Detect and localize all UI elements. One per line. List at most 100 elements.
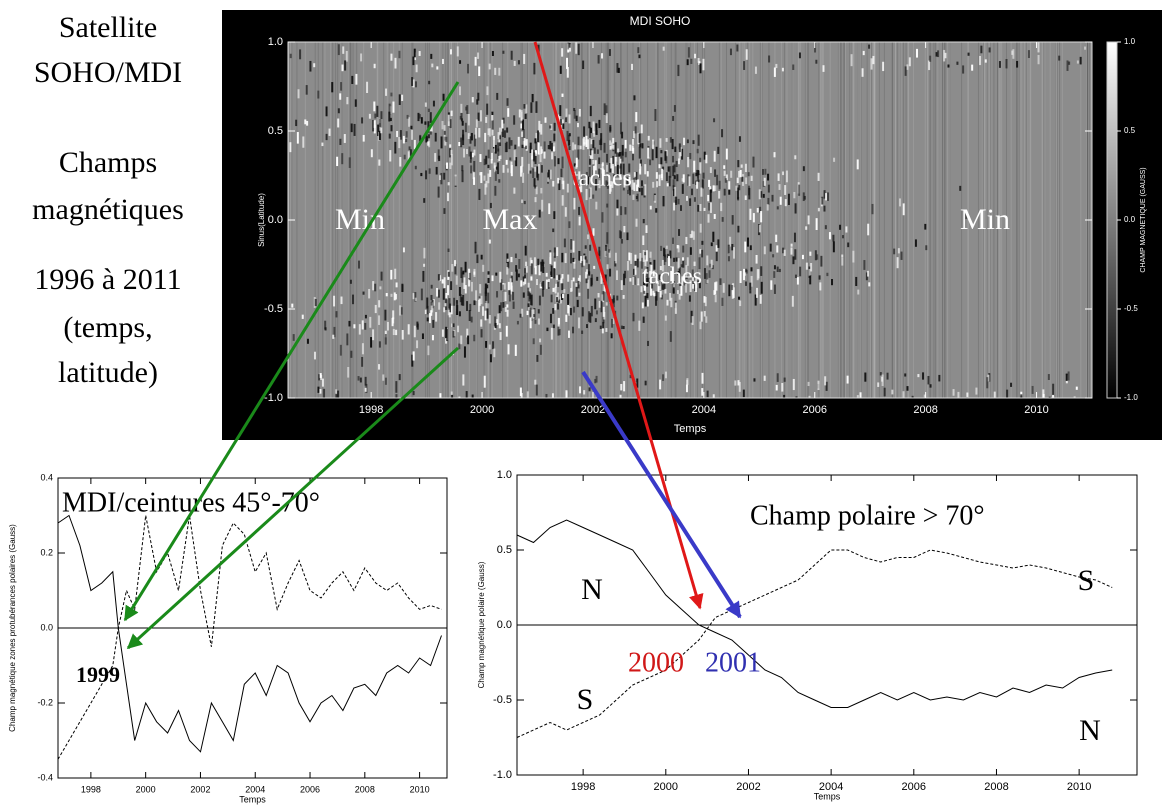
texture-streak [487,42,489,398]
texture-speck [760,191,763,198]
texture-speck [771,194,774,202]
texture-speck [305,85,308,95]
texture-speck [696,181,699,189]
texture-speck [787,193,790,205]
texture-speck [573,260,576,269]
texture-speck [589,105,592,117]
texture-speck [699,63,702,74]
texture-speck [783,377,786,382]
texture-speck [538,318,541,325]
texture-speck [738,296,741,300]
texture-speck [439,275,442,282]
texture-speck [952,389,955,396]
texture-speck [556,247,559,257]
texture-speck [476,254,479,264]
y-tick-label: 0.5 [497,544,512,556]
texture-speck [793,232,796,243]
texture-streak [322,42,324,398]
texture-speck [649,159,652,166]
texture-speck [865,272,868,281]
texture-speck [1011,50,1014,55]
texture-speck [639,143,642,148]
texture-streak [822,42,824,398]
texture-streak [554,42,556,398]
texture-speck [706,390,709,398]
texture-streak [933,42,935,398]
texture-speck [927,375,930,385]
texture-speck [729,236,732,247]
texture-speck [805,262,808,270]
texture-speck [557,281,560,287]
texture-speck [550,271,553,276]
texture-streak [786,42,788,398]
texture-speck [553,261,556,269]
texture-speck [716,174,719,186]
texture-speck [731,284,734,291]
texture-speck [413,325,416,338]
texture-speck [777,173,780,181]
texture-speck [725,174,728,181]
texture-speck [436,287,439,297]
texture-speck [507,281,510,291]
texture-speck [694,53,697,59]
texture-speck [336,156,339,167]
side-text: (temps, [63,311,152,344]
texture-speck [639,252,642,262]
texture-speck [581,330,584,334]
texture-speck [612,318,615,324]
texture-speck [530,276,533,281]
texture-speck [388,103,391,115]
texture-speck [773,265,776,270]
texture-speck [423,198,426,203]
texture-speck [794,203,797,214]
texture-speck [478,127,481,138]
texture-speck [626,232,629,241]
texture-speck [463,277,466,289]
texture-streak [1019,42,1021,398]
texture-speck [746,237,749,247]
texture-speck [635,171,638,180]
texture-streak [997,42,999,398]
texture-streak [891,42,893,398]
texture-speck [693,261,696,267]
texture-streak [687,42,689,398]
texture-speck [406,114,409,119]
texture-speck [615,270,618,281]
texture-speck [528,291,531,302]
texture-streak [871,42,873,398]
texture-speck [714,185,717,191]
texture-speck [714,294,717,303]
texture-streak [398,42,400,398]
texture-streak [620,42,622,398]
texture-streak [873,42,875,398]
texture-speck [825,381,828,391]
texture-speck [499,155,502,160]
texture-streak [1021,42,1023,398]
texture-speck [649,251,652,263]
texture-speck [333,295,336,307]
texture-speck [807,381,810,387]
texture-speck [496,291,499,298]
texture-speck [486,308,489,319]
texture-speck [525,139,528,151]
texture-speck [408,117,411,127]
texture-speck [649,284,652,296]
texture-speck [590,127,593,134]
texture-speck [665,138,668,142]
texture-speck [700,311,703,322]
texture-speck [522,172,525,183]
texture-speck [980,45,983,54]
texture-speck [415,64,418,73]
texture-streak [639,42,641,398]
texture-speck [583,255,586,266]
texture-speck [589,187,592,199]
texture-speck [637,47,640,54]
texture-speck [513,150,516,161]
texture-speck [532,338,535,345]
texture-speck [783,394,786,398]
texture-speck [446,192,449,202]
texture-speck [484,310,487,321]
texture-speck [699,321,702,330]
texture-speck [573,259,576,264]
